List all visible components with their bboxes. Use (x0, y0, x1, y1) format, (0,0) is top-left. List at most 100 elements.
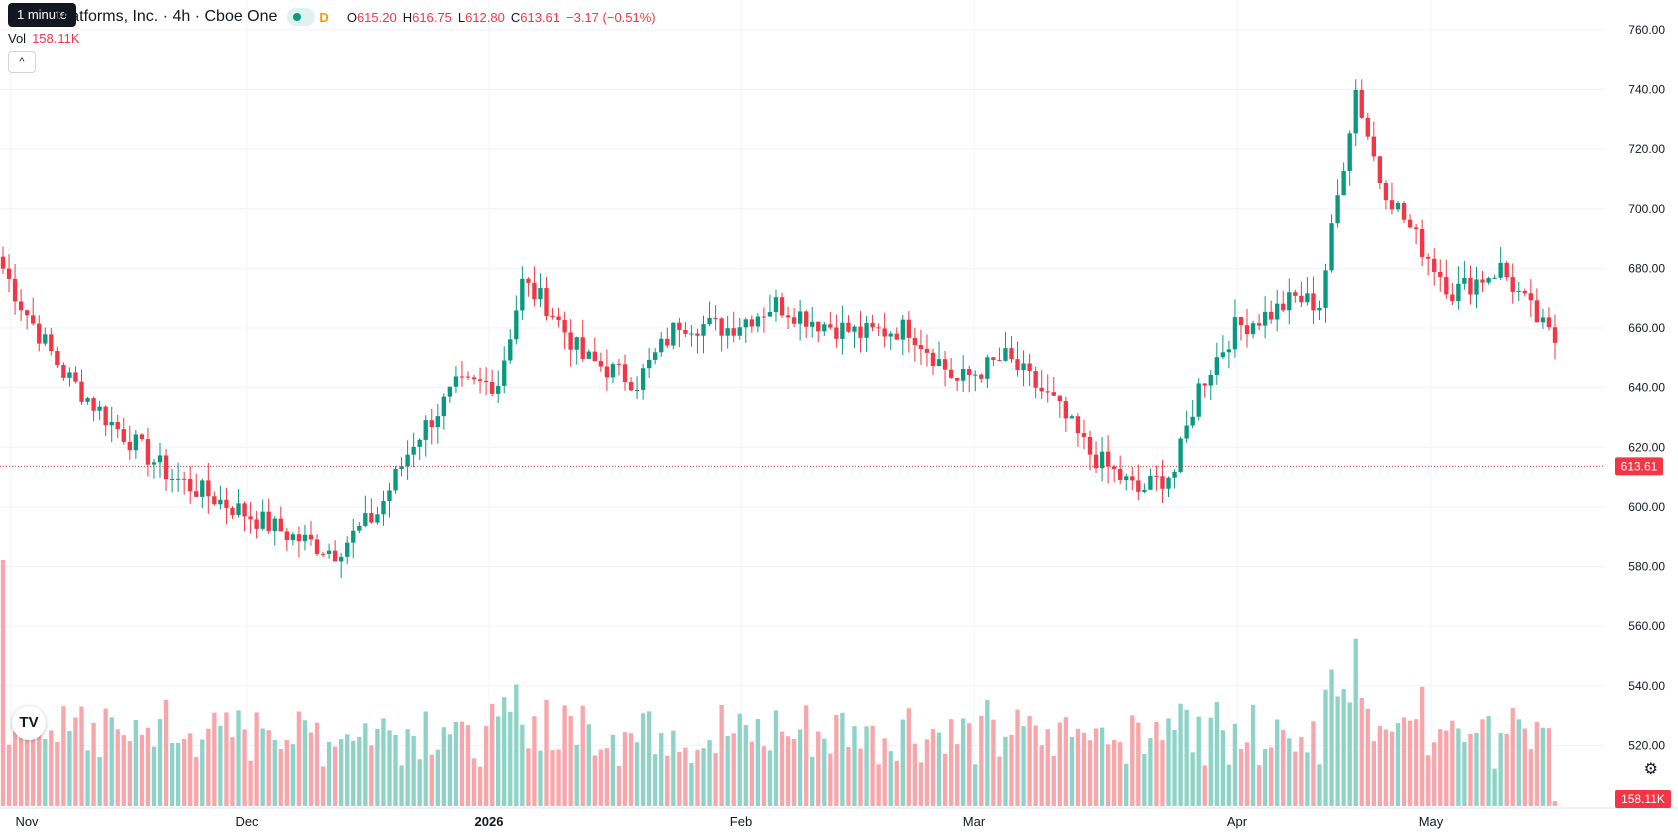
last-price-badge (1615, 457, 1663, 476)
volume-bar (465, 725, 471, 806)
candle-body (822, 324, 827, 332)
candle-body (145, 439, 151, 465)
volume-bar (151, 746, 157, 806)
volume-bar (1075, 728, 1081, 806)
volume-bar (550, 750, 555, 806)
candle-body (888, 333, 893, 337)
volume-bar (1468, 733, 1473, 806)
candle-body (1136, 480, 1141, 492)
volume-bar (689, 763, 694, 806)
candle-body (1498, 262, 1503, 278)
volume-bar (1492, 768, 1497, 806)
candle-body (357, 525, 362, 531)
last-volume-badge (1615, 790, 1671, 808)
price-tick-label: 580.00 (1628, 560, 1665, 574)
candle-body (592, 351, 597, 362)
candle-body (1323, 270, 1328, 308)
volume-bar (882, 738, 887, 806)
volume-bar (339, 739, 344, 806)
volume-bar (1462, 741, 1467, 806)
volume-bar (1021, 726, 1026, 806)
volume-bar (912, 743, 918, 806)
volume-bar (200, 739, 205, 806)
volume-bar (1178, 703, 1183, 806)
volume-bar (1124, 763, 1129, 806)
time-tick-label: Nov (15, 814, 39, 829)
volume-bar (1480, 719, 1485, 806)
candle-body (1395, 203, 1401, 210)
volume-bar (562, 705, 567, 806)
volume-bar (834, 715, 839, 806)
candle-body (1335, 195, 1340, 224)
candle-body (1009, 348, 1014, 360)
volume-bar (942, 753, 948, 806)
volume-bar (308, 732, 314, 806)
volume-value: 158.11K (32, 31, 80, 46)
candle-body (296, 534, 302, 542)
volume-bar (1063, 717, 1069, 806)
high-label: H (402, 9, 413, 25)
volume-bar (218, 725, 223, 806)
settings-gear-icon[interactable]: ⚙ (1643, 761, 1658, 778)
candle-body (0, 256, 6, 269)
volume-bar (985, 700, 990, 806)
close-value: 613.61 (520, 9, 561, 25)
volume-bar (1045, 729, 1050, 806)
volume-bar (12, 731, 18, 806)
candle-body (1275, 303, 1280, 320)
candle-body (18, 301, 24, 311)
candle-body (1401, 203, 1407, 220)
volume-bar (616, 766, 622, 806)
volume-bar (1202, 765, 1207, 806)
tradingview-logo-icon[interactable]: TV (12, 706, 46, 740)
candle-body (314, 539, 320, 554)
volume-bar (707, 740, 712, 806)
volume-bar (1432, 742, 1437, 806)
volume-bar (417, 759, 422, 806)
volume-bar (1003, 736, 1008, 806)
candle-body (1166, 477, 1171, 489)
candle-body (616, 364, 622, 366)
volume-bar (628, 733, 634, 806)
volume-bar (115, 729, 120, 806)
volume-bar (1033, 725, 1038, 806)
candle-body (1522, 290, 1527, 294)
candle-body (1299, 295, 1304, 303)
volume-bar (212, 712, 217, 806)
volume-bar (1522, 728, 1527, 806)
price-tick-label: 760.00 (1628, 23, 1665, 37)
volume-bar (1534, 721, 1540, 806)
volume-bar (1299, 737, 1304, 806)
volume-bar (1039, 745, 1044, 806)
volume-bar (459, 721, 465, 806)
candle-body (248, 516, 253, 520)
candle-body (1226, 349, 1232, 353)
candle-body (43, 334, 48, 344)
candle-body (387, 490, 392, 502)
volume-bar (906, 708, 912, 806)
candle-body (810, 321, 815, 327)
data-delay-badge[interactable]: D (319, 9, 329, 25)
candle-body (1268, 311, 1274, 320)
candle-body (200, 480, 205, 497)
volume-bar (1268, 747, 1274, 806)
volume-bar (1220, 730, 1226, 806)
volume-bar (514, 684, 519, 806)
volume-bar (604, 748, 610, 806)
candle-body (85, 398, 90, 402)
market-status-icon[interactable] (287, 8, 316, 26)
high-value: 616.75 (412, 9, 452, 25)
volume-bar (429, 754, 434, 806)
volume-bar (1510, 708, 1515, 806)
time-tick-label: Mar (963, 814, 986, 829)
candle-body (471, 377, 477, 380)
candle-body (429, 420, 434, 428)
volume-bar (1552, 801, 1558, 806)
volume-bar (369, 745, 374, 806)
collapse-legend-button[interactable]: ^ (8, 51, 36, 73)
symbol-title[interactable]: Platforms, Inc. · 4h · Cboe One (56, 8, 278, 25)
volume-bar (290, 744, 296, 806)
volume-bar (822, 738, 827, 806)
volume-bar (810, 756, 815, 806)
